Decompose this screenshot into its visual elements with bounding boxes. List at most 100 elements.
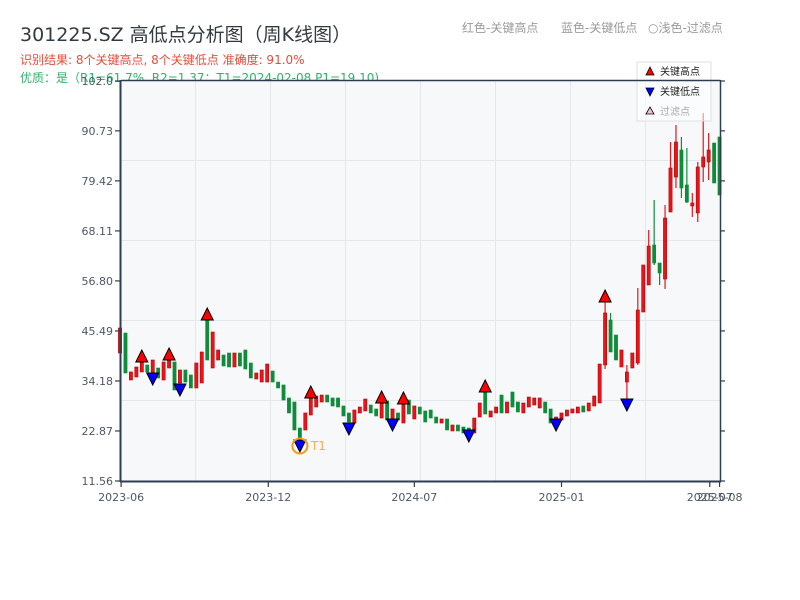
key-low-marker-icon	[620, 398, 634, 413]
y-tick-label: 102.0	[82, 75, 114, 88]
candle	[608, 312, 613, 353]
key-high-marker-icon	[374, 389, 389, 404]
candle	[565, 409, 569, 417]
candle-body	[477, 402, 482, 418]
candle	[292, 401, 297, 431]
candle-body	[526, 396, 531, 408]
candle-body	[521, 402, 526, 414]
candle	[445, 418, 449, 431]
key-low-marker-icon	[385, 418, 400, 433]
candle	[690, 192, 695, 218]
key-low-marker-icon	[145, 372, 160, 387]
y-tick-label: 34.18	[82, 375, 114, 388]
candle	[129, 371, 133, 381]
candle	[123, 332, 128, 374]
candle-body	[668, 167, 673, 213]
key-high-marker-icon	[135, 348, 149, 363]
candle	[499, 394, 504, 414]
candle	[521, 402, 526, 414]
candle	[254, 372, 259, 380]
candle-body	[270, 370, 275, 383]
candle	[417, 406, 422, 415]
x-tick-label: 2023-12	[245, 491, 291, 504]
candle	[216, 349, 221, 361]
candle-body	[635, 309, 640, 364]
candle	[630, 352, 635, 369]
annotations: T1	[291, 437, 326, 455]
candle-body	[695, 166, 700, 214]
key-low-marker-icon	[462, 429, 476, 444]
candle-body	[619, 349, 624, 368]
candle-body	[439, 418, 444, 424]
candle-body	[308, 397, 313, 416]
candle-body	[276, 381, 280, 389]
filtered-triangle-icon	[645, 106, 655, 115]
candle	[456, 424, 460, 432]
candle-body	[374, 408, 379, 417]
annotation-label: T1	[310, 439, 326, 453]
candle	[319, 394, 324, 403]
candle-body	[150, 359, 155, 374]
candle	[652, 200, 657, 265]
candle-body	[205, 319, 210, 361]
key-high-marker-icon	[396, 390, 411, 405]
candle	[428, 409, 433, 419]
candle	[581, 405, 586, 413]
candle	[635, 287, 640, 365]
candle-body	[701, 156, 706, 168]
candle-body	[456, 424, 460, 432]
legend-filtered-label: 过滤点	[660, 105, 690, 118]
candle-body	[603, 312, 608, 366]
candle-body	[565, 409, 569, 417]
candle-body	[178, 369, 182, 384]
candle	[352, 409, 357, 424]
key-point-markers	[135, 288, 634, 454]
candle-body	[450, 424, 455, 432]
candle	[674, 125, 678, 188]
candle-body	[139, 361, 144, 373]
candle-body	[292, 401, 297, 431]
legend-high-label: 关键高点	[660, 65, 700, 78]
candle	[199, 351, 204, 384]
candle	[401, 402, 406, 424]
grid-lines	[121, 81, 720, 481]
candle	[668, 141, 673, 213]
candle-body	[265, 363, 270, 383]
candle-body	[145, 364, 150, 373]
candle-body	[357, 406, 362, 414]
candle-body	[505, 401, 509, 414]
candle-body	[379, 402, 384, 419]
x-tick-label: 2024-07	[391, 491, 437, 504]
high-triangle-icon	[645, 66, 655, 76]
candle-body	[543, 401, 548, 414]
candle-body	[445, 418, 449, 431]
candle	[614, 334, 618, 361]
candle	[439, 418, 444, 424]
candle	[434, 416, 439, 424]
y-axis-ticks: 102.0 90.73 79.42 68.11 56.80 45.49 34.18 22.87…	[82, 75, 725, 488]
plot-legend: 关键高点 关键低点 过滤点	[636, 61, 712, 122]
x-tick-label: 2023-06	[98, 491, 144, 504]
candle	[357, 406, 362, 414]
candle-body	[401, 402, 406, 424]
candle-body	[494, 406, 498, 414]
candle-body	[657, 262, 662, 274]
candle	[450, 424, 455, 432]
candle	[477, 402, 482, 418]
x-axis-ticks: 2023-06 2023-12 2024-07 2025-01 2025-072025-…	[98, 482, 743, 504]
annotation-ring-icon	[291, 437, 309, 455]
legend-low-label: 关键低点	[660, 85, 700, 98]
color-legend-low: 蓝色-关键低点	[561, 21, 638, 35]
candle-body	[630, 352, 635, 369]
key-high-marker-icon	[478, 378, 493, 393]
candle	[625, 364, 629, 401]
candle-body	[684, 184, 689, 203]
candle	[510, 391, 515, 408]
candle-body	[259, 369, 264, 383]
color-legend-filtered: ○浅色-过滤点	[648, 21, 723, 35]
candle	[379, 402, 384, 419]
low-triangle-icon	[645, 87, 655, 97]
candle-body	[412, 405, 417, 420]
candle-body	[592, 395, 597, 407]
